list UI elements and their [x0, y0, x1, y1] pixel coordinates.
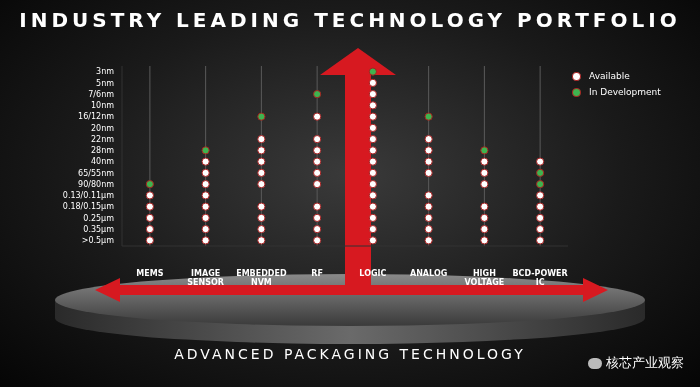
svg-text:LOGIC: LOGIC — [359, 269, 386, 278]
html-text:核芯产业观察: 核芯产业观察 — [606, 355, 684, 370]
svg-text:BCD-POWERIC: BCD-POWERIC — [513, 269, 568, 287]
svg-text:16/12nm: 16/12nm — [78, 112, 114, 121]
svg-text:28nm: 28nm — [91, 146, 114, 155]
svg-text:5nm: 5nm — [96, 79, 114, 88]
svg-text:40nm: 40nm — [91, 157, 114, 166]
html-text:Available: Available — [589, 71, 630, 81]
svg-text:0.18/0.15µm: 0.18/0.15µm — [63, 202, 114, 211]
svg-text:HIGHVOLTAGE: HIGHVOLTAGE — [465, 269, 505, 287]
svg-text:0.35µm: 0.35µm — [83, 225, 114, 234]
svg-text:>0.5µm: >0.5µm — [82, 236, 115, 245]
svg-text:3nm: 3nm — [96, 67, 114, 76]
svg-text:MEMS: MEMS — [136, 269, 163, 278]
svg-text:RF: RF — [311, 269, 323, 278]
svg-text:90/80nm: 90/80nm — [78, 180, 114, 189]
svg-text:65/55nm: 65/55nm — [78, 169, 114, 178]
svg-text:10nm: 10nm — [91, 101, 114, 110]
svg-text:22nm: 22nm — [91, 135, 114, 144]
html-text:INDUSTRY LEADING TECHNOLOGY PO: INDUSTRY LEADING TECHNOLOGY PORTFOLIO — [19, 8, 681, 32]
svg-text:20nm: 20nm — [91, 124, 114, 133]
html-text:ADVANCED PACKAGING TECHNOLOGY: ADVANCED PACKAGING TECHNOLOGY — [174, 346, 526, 362]
svg-text:0.25µm: 0.25µm — [83, 214, 114, 223]
svg-text:EMBEDDEDNVM: EMBEDDEDNVM — [236, 269, 287, 287]
svg-text:0.13/0.11µm: 0.13/0.11µm — [63, 191, 114, 200]
html-text:In Development: In Development — [589, 87, 661, 97]
svg-text:ANALOG: ANALOG — [410, 269, 447, 278]
svg-text:7/6nm: 7/6nm — [88, 90, 114, 99]
svg-text:IMAGESENSOR: IMAGESENSOR — [187, 269, 224, 287]
